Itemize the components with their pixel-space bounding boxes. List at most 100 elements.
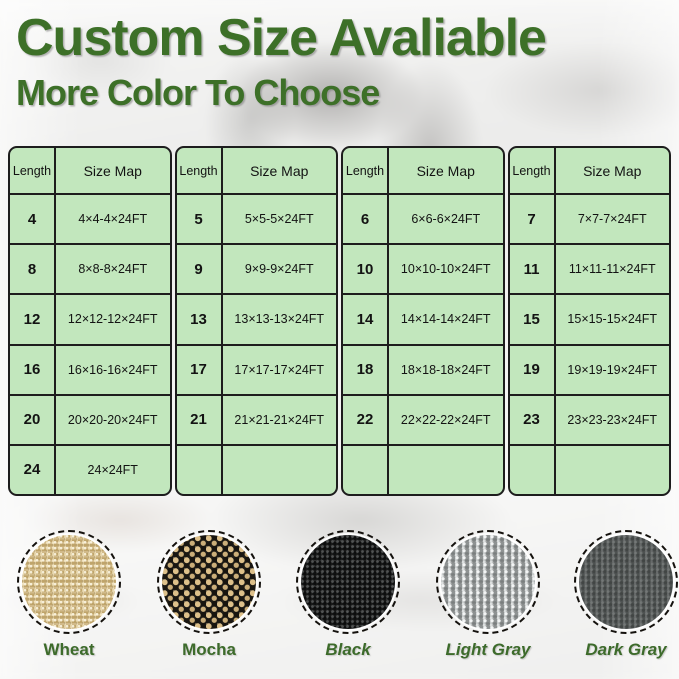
cell-size-map: 10×10-10×24FT	[400, 262, 491, 277]
cell-length: 23	[510, 395, 556, 444]
cell-size-map: 7×7-7×24FT	[577, 212, 647, 227]
cell-length: 14	[343, 295, 389, 344]
fabric-texture-light-gray	[441, 535, 535, 629]
cell-length: 19	[510, 345, 556, 394]
cell-size-map: 24×24FT	[87, 462, 138, 477]
cell-length: 15	[510, 295, 556, 344]
table-header-row: Length Size Map	[176, 148, 336, 195]
table-row: 7 7×7-7×24FT	[509, 195, 669, 246]
fabric-texture-dark-gray	[579, 535, 673, 629]
table-row: 23 23×23-23×24FT	[509, 395, 669, 446]
table-row: 24 24×24FT	[10, 445, 170, 494]
fabric-texture-mocha	[162, 535, 256, 629]
dashed-ring	[17, 530, 121, 634]
column-header-size-map: Size Map	[83, 162, 142, 179]
cell-length: 12	[10, 295, 56, 344]
swatch-label-light-gray: Light Gray	[445, 640, 531, 659]
dashed-ring	[436, 530, 540, 634]
cell-length: 4	[10, 195, 56, 244]
cell-size-map: 18×18-18×24FT	[400, 362, 491, 377]
table-row: 4 4×4-4×24FT	[10, 195, 170, 246]
cell-length: 11	[510, 245, 556, 294]
color-swatch-light-gray: Light Gray	[436, 530, 540, 659]
table-row-empty	[177, 445, 337, 494]
swatch-label-wheat: Wheat	[43, 640, 95, 659]
cell-length: 17	[177, 345, 223, 394]
page-title: Custom Size Avaliable	[16, 9, 547, 67]
cell-size-map: 16×16-16×24FT	[67, 362, 158, 377]
cell-size-map: 5×5-5×24FT	[244, 212, 314, 227]
table-row-empty	[510, 445, 670, 494]
cell-size-map	[223, 446, 337, 494]
table-row: 18 18×18-18×24FT	[343, 345, 503, 396]
cell-length: 6	[343, 195, 389, 244]
cell-size-map: 22×22-22×24FT	[400, 412, 491, 427]
cell-size-map: 6×6-6×24FT	[411, 212, 481, 227]
table-row: 8 8×8-8×24FT	[10, 245, 170, 296]
cell-length: 7	[510, 195, 556, 244]
table-row: 11 11×11-11×24FT	[509, 245, 669, 296]
cell-length: 22	[343, 395, 389, 444]
cell-size-map: 19×19-19×24FT	[567, 362, 658, 377]
table-header-row: Length Size Map	[343, 148, 503, 195]
cell-length: 5	[177, 195, 223, 244]
fabric-texture-wheat	[22, 535, 116, 629]
column-header-size-map: Size Map	[416, 162, 475, 179]
table-row: 17 17×17-17×24FT	[176, 345, 336, 396]
table-row-empty	[343, 445, 503, 494]
table-row: 16 16×16-16×24FT	[10, 345, 170, 396]
size-tables-container: Length Size Map 4 4×4-4×24FT 8 8×8-8×24F…	[8, 146, 671, 496]
headings-block: Custom Size Avaliable More Color To Choo…	[16, 9, 547, 113]
cell-length: 13	[177, 295, 223, 344]
table-row: 5 5×5-5×24FT	[176, 195, 336, 246]
cell-size-map	[556, 446, 670, 494]
fabric-texture-black	[301, 535, 395, 629]
table-row: 14 14×14-14×24FT	[343, 295, 503, 346]
table-row: 12 12×12-12×24FT	[10, 295, 170, 346]
table-row: 20 20×20-20×24FT	[10, 395, 170, 446]
cell-size-map: 8×8-8×24FT	[78, 262, 148, 277]
page-subtitle: More Color To Choose	[16, 72, 380, 113]
table-row: 15 15×15-15×24FT	[509, 295, 669, 346]
column-header-size-map: Size Map	[583, 162, 642, 179]
cell-length	[343, 445, 389, 494]
cell-size-map	[389, 446, 503, 494]
cell-size-map: 21×21-21×24FT	[234, 412, 325, 427]
column-header-length: Length	[343, 148, 389, 193]
cell-length	[177, 445, 223, 494]
cell-size-map: 11×11-11×24FT	[568, 262, 656, 277]
cell-length: 8	[10, 245, 56, 294]
cell-length: 18	[343, 345, 389, 394]
size-table-1: Length Size Map 4 4×4-4×24FT 8 8×8-8×24F…	[8, 146, 172, 496]
swatch-label-mocha: Mocha	[182, 640, 236, 659]
cell-length	[510, 445, 556, 494]
cell-length: 24	[10, 445, 56, 494]
cell-length: 9	[177, 245, 223, 294]
table-row: 22 22×22-22×24FT	[343, 395, 503, 446]
dashed-ring	[157, 530, 261, 634]
table-row: 21 21×21-21×24FT	[176, 395, 336, 446]
swatch-label-black: Black	[325, 640, 371, 659]
cell-size-map: 23×23-23×24FT	[567, 412, 658, 427]
table-row: 9 9×9-9×24FT	[176, 245, 336, 296]
cell-length: 16	[10, 345, 56, 394]
table-row: 13 13×13-13×24FT	[176, 295, 336, 346]
table-row: 6 6×6-6×24FT	[343, 195, 503, 246]
color-swatch-mocha: Mocha	[157, 530, 261, 659]
color-swatch-wheat: Wheat	[17, 530, 121, 659]
cell-size-map: 17×17-17×24FT	[234, 362, 325, 377]
color-swatch-black: Black	[296, 530, 400, 659]
table-row: 10 10×10-10×24FT	[343, 245, 503, 296]
cell-size-map: 13×13-13×24FT	[234, 312, 325, 327]
dashed-ring	[574, 530, 678, 634]
cell-size-map: 4×4-4×24FT	[78, 212, 148, 227]
cell-size-map: 12×12-12×24FT	[67, 312, 158, 327]
table-header-row: Length Size Map	[509, 148, 669, 195]
column-header-size-map: Size Map	[250, 162, 309, 179]
cell-length: 21	[177, 395, 223, 444]
column-header-length: Length	[177, 148, 223, 193]
dashed-ring	[296, 530, 400, 634]
column-header-length: Length	[10, 148, 56, 193]
cell-size-map: 20×20-20×24FT	[67, 412, 158, 427]
